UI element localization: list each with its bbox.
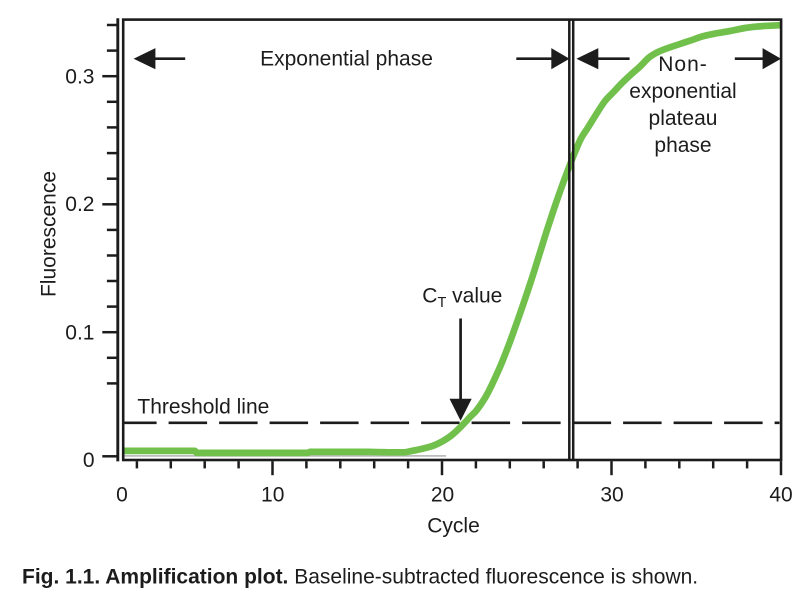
svg-text:30: 30 <box>600 483 623 506</box>
svg-text:40: 40 <box>769 483 792 506</box>
svg-text:Exponential phase: Exponential phase <box>260 48 433 71</box>
svg-text:0.1: 0.1 <box>65 321 94 344</box>
svg-text:plateau: plateau <box>649 107 718 130</box>
svg-text:CT value: CT value <box>422 284 502 311</box>
svg-text:20: 20 <box>431 483 454 506</box>
svg-text:0: 0 <box>83 449 95 472</box>
svg-text:exponential: exponential <box>629 80 736 103</box>
svg-text:10: 10 <box>261 483 284 506</box>
svg-text:Non-: Non- <box>658 53 708 76</box>
svg-text:phase: phase <box>654 134 711 157</box>
svg-text:0: 0 <box>116 483 128 506</box>
svg-text:Cycle: Cycle <box>427 514 480 537</box>
svg-text:Threshold line: Threshold line <box>137 395 269 418</box>
svg-text:0.3: 0.3 <box>65 65 94 88</box>
svg-text:0.2: 0.2 <box>65 193 94 216</box>
svg-text:Fluorescence: Fluorescence <box>38 171 61 297</box>
svg-text:Fig. 1.1. Amplification plot.: Fig. 1.1. Amplification plot. Baseline-s… <box>22 565 698 588</box>
